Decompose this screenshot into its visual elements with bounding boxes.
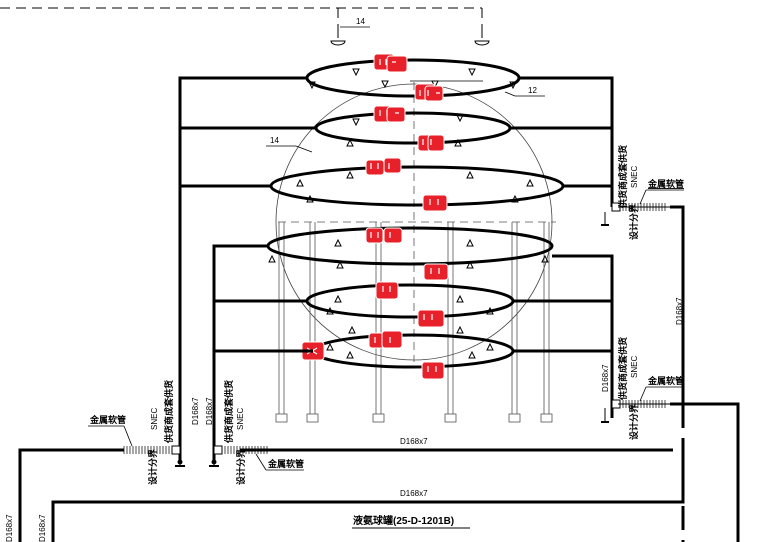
pipe-spec-right-lower: D168x7	[601, 364, 610, 392]
spray-nozzles	[268, 68, 549, 359]
snec-bottom: SNEC	[630, 356, 639, 378]
vessel-title: 液氨球罐(25-D-1201B)	[353, 514, 454, 527]
callout-left-label: 14	[270, 136, 279, 145]
top-dashed-boundary	[0, 7, 483, 32]
metal-hose-label-top-right: 金属软管	[647, 178, 684, 189]
supplier-note-left: 供货商成套供货	[163, 380, 174, 444]
spray-ring-5	[305, 283, 515, 319]
header-pipes	[178, 76, 614, 462]
support-legs	[275, 222, 553, 423]
spray-ring-1	[305, 58, 521, 98]
supplier-note-bottom: 供货商成套供货	[617, 337, 628, 401]
pipe-spec-far-left-a: D168x7	[5, 514, 14, 542]
metal-hose-connector-top-right	[601, 202, 670, 226]
spray-ring-6	[311, 333, 515, 369]
bottom-header-pipes	[18, 448, 685, 542]
snec-center: SNEC	[236, 408, 245, 430]
callout-top: 14	[340, 17, 370, 28]
metal-hose-connector-bottom-left	[123, 445, 185, 467]
vertical-labels-left: D168x7 D168x7 供货商成套供货 SNEC 设计分界 供货商成套供货 …	[5, 380, 246, 542]
design-boundary-top: 设计分界	[628, 204, 639, 240]
highlight-markers	[301, 53, 449, 380]
metal-hose-connector-bottom-right	[601, 399, 670, 423]
design-boundary-center: 设计分界	[235, 449, 246, 485]
callout-left: 14	[266, 136, 313, 153]
pipe-spec-left-a: D168x7	[191, 397, 200, 425]
sphere-frame-dashed	[278, 82, 556, 362]
pipe-spec-bottom-lower: D168x7	[400, 489, 428, 498]
callout-right-label: 12	[528, 86, 537, 95]
right-supply-pipe	[670, 205, 740, 542]
lamp-left-icon	[330, 32, 346, 46]
supplier-note-top: 供货商成套供货	[617, 145, 628, 209]
spray-ring-3	[269, 165, 565, 207]
pipe-spec-far-left-b: D168x7	[38, 514, 47, 542]
callout-top-label: 14	[356, 17, 365, 26]
lamp-right-icon	[474, 32, 490, 46]
metal-hose-label-center: 金属软管	[267, 458, 304, 469]
callout-right: 12	[410, 80, 545, 97]
metal-hose-labels: 金属软管 金属软管 金属软管 金属软管	[88, 178, 684, 471]
snec-top: SNEC	[630, 166, 639, 188]
snec-left: SNEC	[150, 408, 159, 430]
vertical-labels-right-top: D168x7 供货商成套供货 SNEC 设计分界	[617, 145, 684, 325]
pipe-spec-bottom-upper: D168x7	[400, 437, 428, 446]
metal-hose-connector-bottom-center	[209, 445, 268, 467]
metal-hose-label-left: 金属软管	[89, 414, 126, 425]
metal-hose-label-bottom-right: 金属软管	[647, 375, 684, 386]
vertical-labels-right-bottom: D168x7 供货商成套供货 SNEC 设计分界	[601, 337, 639, 440]
spray-ring-2	[314, 111, 512, 145]
highlight-glyphs	[306, 59, 440, 372]
spray-ring-4	[266, 226, 554, 266]
supplier-note-center: 供货商成套供货	[223, 380, 234, 444]
pipe-spec-right: D168x7	[675, 297, 684, 325]
design-boundary-bottom: 设计分界	[628, 404, 639, 440]
pipe-spec-left-b: D168x7	[205, 397, 214, 425]
design-boundary-left: 设计分界	[147, 449, 158, 485]
